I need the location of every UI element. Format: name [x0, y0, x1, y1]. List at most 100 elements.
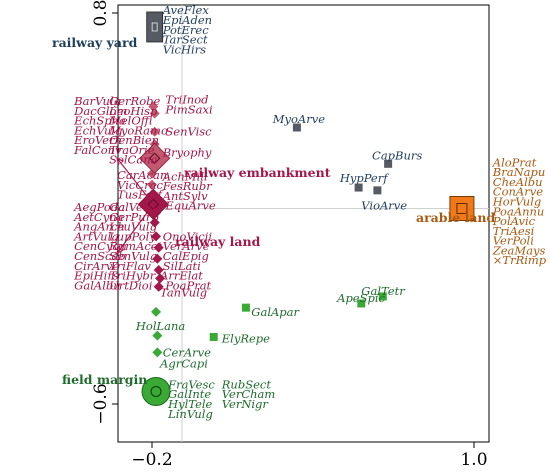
species-label: GalAlbu [74, 278, 120, 292]
data-point [152, 253, 163, 264]
species-label: TarSect [163, 33, 208, 47]
species-label: MelOffi [108, 114, 153, 128]
species-label: OenBien [109, 133, 159, 147]
category-label: arable land [416, 210, 496, 225]
species-label: OnoVicii [163, 229, 213, 243]
centroid-marker [137, 188, 169, 220]
species-label: VerArve [163, 239, 210, 253]
species-label: HylTele [167, 397, 212, 411]
species-label: EpiAden [162, 13, 212, 27]
category-label: field margin [62, 372, 147, 387]
species-label: VioArve [361, 199, 407, 213]
species-label: CapBurs [372, 148, 422, 162]
data-point [149, 217, 160, 228]
species-label: AveFlex [162, 3, 210, 17]
data-point [354, 183, 363, 192]
centroid-inner [151, 22, 158, 32]
data-point [241, 303, 250, 312]
data-point [153, 242, 164, 253]
species-label: GalApar [251, 305, 300, 319]
centroid-inner [456, 203, 468, 215]
species-label: AetCyna [73, 210, 123, 224]
species-label: CirArve [74, 259, 119, 273]
species-label: MyoRamo [108, 123, 168, 137]
species-label: GerPurp [109, 210, 159, 224]
species-label: SenVisc [165, 125, 212, 139]
species-label: AngArch [73, 220, 125, 234]
species-label: ZeaMays [492, 243, 546, 257]
species-label: TriInod [165, 93, 208, 107]
species-label: LeoHisp [108, 104, 158, 118]
centroid-marker [139, 142, 171, 174]
category-label: railway embankment [184, 165, 331, 180]
centroid-group [137, 11, 475, 406]
species-label: CarAcan [117, 168, 167, 182]
species-label: VicCrac [117, 178, 163, 192]
data-point [152, 347, 163, 358]
species-label: UrtDioi [109, 278, 153, 292]
centroid-inner [148, 152, 161, 164]
data-point [152, 330, 163, 341]
arrow-head [116, 246, 124, 255]
species-label: ConArve [493, 185, 543, 199]
y-tick-label: −0.6 [91, 383, 111, 424]
data-point [153, 281, 164, 292]
species-label: TusFarf [117, 188, 164, 202]
species-label: GalVeru [109, 200, 156, 214]
species-label: VerCham [222, 387, 276, 401]
species-label: EpiHirs [73, 269, 119, 283]
arrow-head [116, 157, 124, 166]
centroid-marker [449, 196, 475, 222]
species-label: EroVern [73, 133, 122, 147]
data-point [148, 101, 159, 112]
species-label: FesRubr [162, 179, 213, 193]
plot-frame [117, 4, 490, 443]
data-point [373, 186, 382, 195]
species-label: TriAesi [493, 224, 535, 238]
species-label: CalEpig [163, 249, 209, 263]
species-label: DacGlom [73, 104, 127, 118]
species-label: Bryophy [162, 146, 212, 160]
species-label: BraNapu [492, 165, 546, 179]
centroid-marker [146, 11, 164, 43]
x-tick-label: 1.0 [460, 450, 487, 470]
species-label: MyoArve [272, 112, 325, 126]
data-point [147, 179, 157, 190]
species-label: LupPoly [108, 229, 156, 243]
species-label: TriFlav [109, 259, 151, 273]
species-label: PoaPrat [164, 278, 211, 292]
species-label: RubSect [221, 377, 272, 391]
data-point [209, 332, 218, 341]
species-label: SilLati [163, 259, 201, 273]
data-point [378, 292, 387, 301]
species-label: PolAvic [492, 214, 536, 228]
species-label: LinVulg [167, 407, 213, 421]
species-label: CenCyan [74, 239, 127, 253]
species-label: TriHybr [109, 269, 157, 283]
data-point [149, 108, 160, 119]
species-label: CenScab [74, 249, 126, 263]
species-label: FraVesc [167, 377, 215, 391]
category-label: railway land [175, 234, 261, 249]
species-label: EchVulg [73, 123, 122, 137]
species-label: PoaAnnu [492, 204, 545, 218]
species-label: FalConv [73, 143, 122, 157]
data-point [292, 123, 301, 132]
centroid-inner [150, 385, 162, 397]
species-label: HypPerf [339, 171, 389, 185]
species-label: HolLana [135, 319, 186, 333]
species-label: AloPrat [492, 155, 537, 169]
centroid-inner [147, 198, 160, 211]
species-label: PotErec [162, 23, 210, 37]
species-label: TanVulg [160, 285, 207, 299]
data-point [151, 306, 162, 317]
species-label: TraOrie [109, 143, 155, 157]
centroid-marker [141, 376, 171, 406]
species-label: ElyRepe [221, 331, 270, 345]
species-label: AntSylv [162, 189, 208, 203]
species-label: BarVulg [73, 94, 121, 108]
y-tick-label: 0.8 [91, 0, 111, 27]
